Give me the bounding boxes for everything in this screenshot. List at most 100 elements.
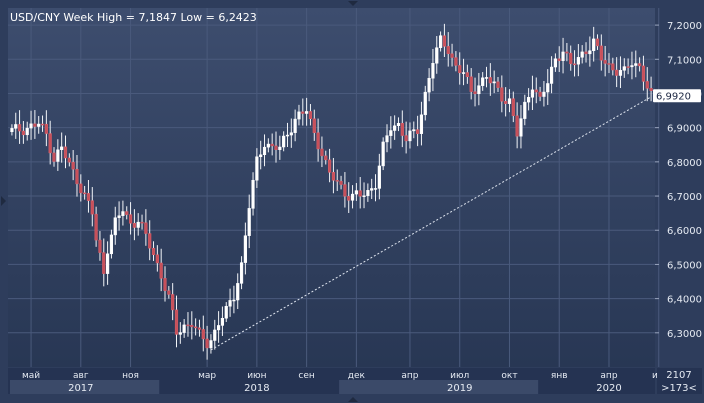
candle-body-down xyxy=(71,161,75,170)
candle xyxy=(592,26,596,62)
candle xyxy=(458,52,462,85)
candle xyxy=(572,50,577,77)
candle xyxy=(155,245,159,272)
candle-body-down xyxy=(450,53,454,58)
candle-body-down xyxy=(607,63,611,65)
candle-body-down xyxy=(442,35,446,47)
candle xyxy=(599,34,603,71)
candle xyxy=(442,23,446,58)
candle xyxy=(297,104,301,126)
year-label: 2018 xyxy=(244,383,269,394)
candle xyxy=(197,319,202,337)
candle-body-down xyxy=(197,327,202,330)
candle xyxy=(354,183,358,201)
candle xyxy=(603,45,607,77)
candle xyxy=(438,31,443,52)
candle xyxy=(435,36,439,74)
candle xyxy=(454,51,458,72)
month-label: мар xyxy=(198,371,216,381)
candle-body-down xyxy=(327,159,332,173)
candle xyxy=(396,117,401,132)
candle xyxy=(312,109,316,141)
candle xyxy=(128,202,133,235)
candle xyxy=(408,122,412,149)
candle-body-down xyxy=(174,309,179,335)
candle-body-up xyxy=(553,58,557,68)
candle xyxy=(377,153,381,200)
year-label: 2017 xyxy=(68,383,93,394)
candle xyxy=(331,157,336,194)
candle xyxy=(324,150,328,165)
candle xyxy=(174,295,179,348)
candle xyxy=(270,133,274,156)
candle xyxy=(389,116,393,149)
candle-body-down xyxy=(565,51,569,54)
candle-body-up xyxy=(37,123,41,127)
candle-body-up xyxy=(266,143,270,148)
candle-body-up xyxy=(461,72,466,74)
candle-body-down xyxy=(44,123,48,134)
candle-body-down xyxy=(155,254,159,264)
candle-body-down xyxy=(572,63,577,66)
candle xyxy=(151,241,156,261)
candle-body-down xyxy=(515,115,519,137)
candle-body-up xyxy=(247,208,251,236)
candle xyxy=(37,116,41,134)
candle xyxy=(634,50,638,78)
candle xyxy=(236,273,240,310)
candle xyxy=(492,70,496,94)
candle-body-down xyxy=(79,183,83,194)
candle-body-up xyxy=(350,193,355,201)
y-tick-label: 6,4000 xyxy=(667,295,702,306)
candle xyxy=(90,187,94,227)
candle-body-down xyxy=(488,77,492,84)
candle-body-up xyxy=(10,128,14,133)
candle-body-down xyxy=(400,123,404,136)
candle-body-up xyxy=(396,123,401,127)
candle xyxy=(274,131,278,163)
candle xyxy=(106,241,110,285)
candle xyxy=(262,134,267,167)
candle xyxy=(228,288,232,317)
candle xyxy=(163,266,167,302)
candle xyxy=(469,68,473,100)
corner-bottom-label[interactable]: >173< xyxy=(661,383,697,394)
candle xyxy=(465,64,469,84)
candle-body-down xyxy=(270,143,274,147)
candle-body-up xyxy=(492,81,496,84)
candle xyxy=(484,66,489,88)
candle-body-up xyxy=(117,215,121,218)
candle xyxy=(373,174,378,202)
candle xyxy=(630,51,634,80)
candle xyxy=(534,77,538,104)
candle-body-up xyxy=(285,134,290,137)
candle xyxy=(190,311,194,340)
y-tick-label: 6,8000 xyxy=(667,158,702,169)
candle xyxy=(618,56,623,89)
candle xyxy=(507,89,512,113)
candle xyxy=(362,182,366,209)
candle xyxy=(370,178,374,199)
y-tick-label: 6,9000 xyxy=(667,124,702,135)
candle xyxy=(255,148,259,188)
corner-background xyxy=(657,368,702,394)
candle xyxy=(194,318,198,336)
bottom-scroll-arrow-icon[interactable] xyxy=(348,397,358,402)
candle-body-down xyxy=(626,66,630,68)
candle-body-down xyxy=(641,65,646,82)
candle xyxy=(427,68,431,102)
candle xyxy=(33,110,37,139)
candle-body-up xyxy=(259,154,263,157)
candle-body-up xyxy=(113,217,117,236)
candle-body-up xyxy=(305,111,309,114)
top-scroll-arrow-icon[interactable] xyxy=(348,1,358,6)
candle-body-up xyxy=(618,70,623,76)
left-scroll-arrow-icon[interactable] xyxy=(1,196,6,206)
candle-body-down xyxy=(128,214,133,224)
candle xyxy=(366,183,370,202)
candle xyxy=(159,248,163,292)
y-tick-label: 6,3000 xyxy=(667,329,702,340)
last-price-box xyxy=(653,89,701,103)
candle-body-down xyxy=(308,111,313,120)
candle xyxy=(10,124,14,136)
